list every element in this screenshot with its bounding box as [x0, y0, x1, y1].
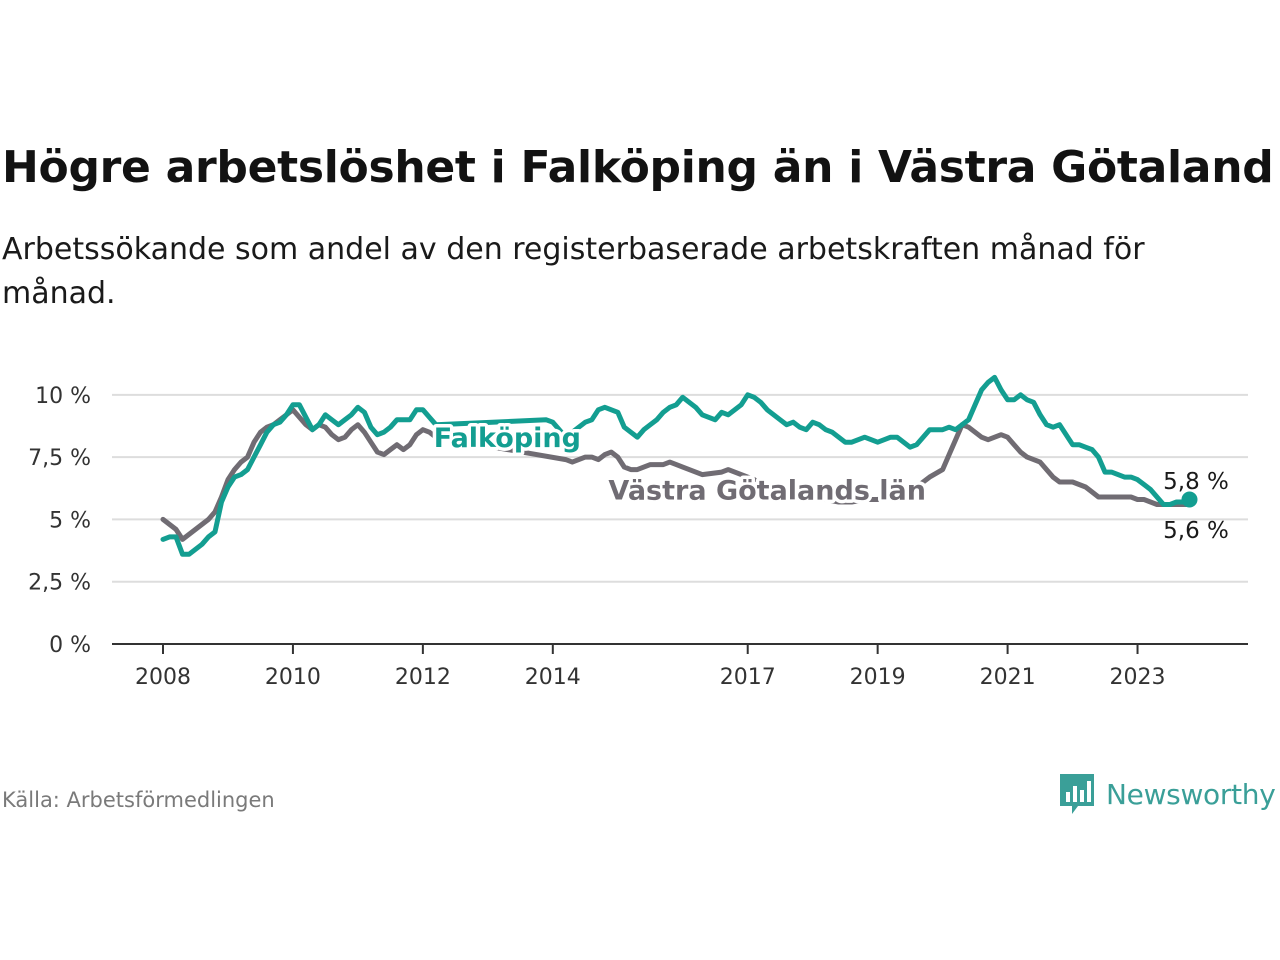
series-line-vastra-gotalands-lan: [160, 407, 1192, 542]
series-lines: [160, 374, 1198, 557]
falkoping-series-label: Falköping: [434, 423, 581, 454]
falkoping-end-marker: [1181, 491, 1198, 508]
vastra-gotalands-series-label-halo: Västra Götalands län: [608, 476, 926, 507]
axes: 0 % 2,5 % 5 % 7,5 % 10 % 2008 2010 2012 2014 2017…: [28, 384, 1248, 690]
falkoping-series-label-halo: Falköping: [434, 423, 581, 454]
vastra-gotalands-series-label: Västra Götalands län: [608, 476, 926, 507]
grid-lines: [112, 393, 1248, 583]
chart-title: Högre arbetslöshet i Falköping än i Väst…: [2, 142, 1274, 193]
x-tick-label: 2023: [1110, 665, 1166, 690]
x-tick-label: 2019: [850, 665, 906, 690]
brand-logo: Newsworthy: [1058, 772, 1276, 816]
chart-subtitle: Arbetssökande som andel av den registerb…: [2, 232, 1145, 311]
y-tick-label: 5 %: [49, 508, 91, 533]
y-tick-label: 0 %: [49, 633, 91, 658]
bar-chart-speech-bubble-icon: [1060, 774, 1094, 814]
y-tick-label: 10 %: [35, 384, 91, 409]
x-tick-label: 2008: [135, 665, 191, 690]
x-tick-label: 2014: [525, 665, 581, 690]
y-tick-label: 7,5 %: [28, 446, 91, 471]
falkoping-end-label: 5,8 %: [1163, 469, 1229, 495]
y-tick-label: 2,5 %: [28, 571, 91, 596]
vastra-end-label: 5,6 %: [1163, 518, 1229, 544]
x-tick-label: 2012: [395, 665, 451, 690]
brand-name: Newsworthy: [1106, 777, 1276, 811]
x-tick-label: 2010: [265, 665, 321, 690]
x-tick-label: 2017: [720, 665, 776, 690]
source-note: Källa: Arbetsförmedlingen: [2, 788, 275, 812]
series-line-falkoping: [160, 374, 1192, 557]
x-tick-label: 2021: [980, 665, 1036, 690]
